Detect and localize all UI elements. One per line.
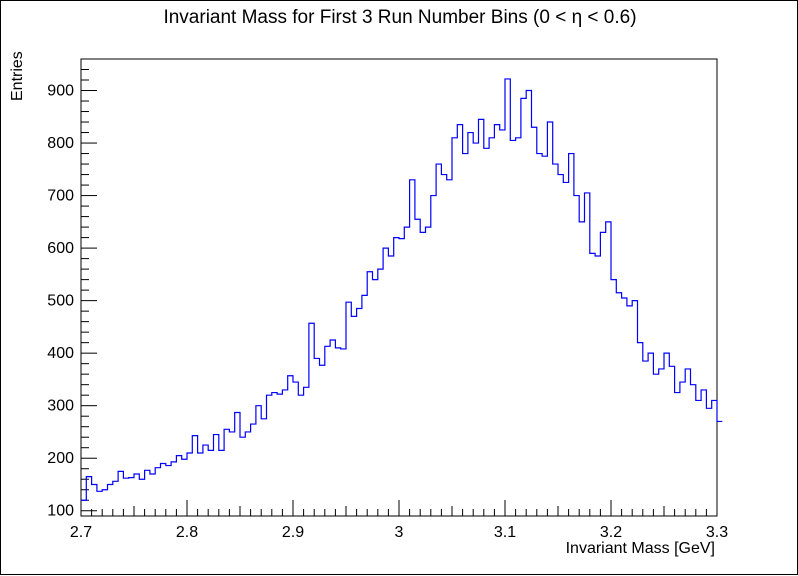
x-axis-label: Invariant Mass [GeV] [565,540,715,557]
y-tick-label: 800 [47,135,74,152]
y-tick-label: 900 [47,83,74,100]
x-tick-label: 3.1 [494,524,516,541]
x-tick-label: 3.3 [706,524,728,541]
x-tick-label: 3.2 [600,524,622,541]
x-tick-label: 3 [395,524,404,541]
histogram-line [81,78,723,501]
y-tick-label: 500 [47,293,74,310]
y-tick-label: 700 [47,188,74,205]
y-tick-label: 600 [47,240,74,257]
y-tick-label: 300 [47,398,74,415]
plot-frame [80,58,718,517]
x-tick-label: 2.7 [70,524,92,541]
y-tick-label: 200 [47,450,74,467]
x-tick-label: 2.8 [176,524,198,541]
y-tick-label: 400 [47,345,74,362]
y-tick-label: 100 [47,503,74,520]
chart-title: Invariant Mass for First 3 Run Number Bi… [163,7,637,28]
x-tick-label: 2.9 [282,524,304,541]
